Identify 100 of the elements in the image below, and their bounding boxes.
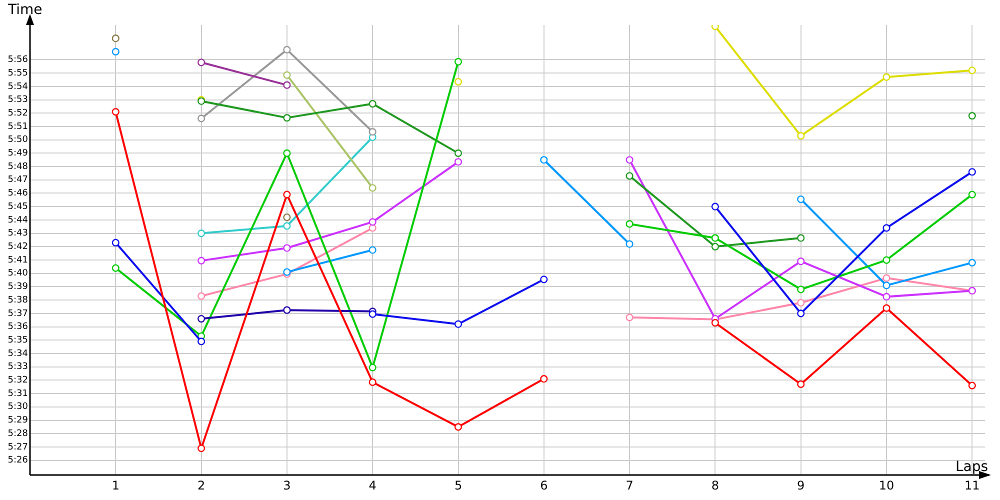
- point: [968, 382, 976, 390]
- y-tick-label: 5:27: [8, 442, 28, 452]
- point: [198, 114, 206, 122]
- x-tick-label: 7: [626, 478, 634, 492]
- point: [368, 100, 376, 108]
- x-tick-label: 11: [964, 478, 980, 492]
- point: [454, 423, 462, 431]
- y-axis-title: Time: [7, 2, 42, 18]
- point: [283, 244, 291, 252]
- y-tick-label: 5:55: [8, 68, 28, 78]
- point: [797, 380, 805, 388]
- point: [454, 158, 462, 166]
- point: [454, 320, 462, 328]
- point: [711, 318, 719, 327]
- y-tick-label: 5:34: [8, 348, 28, 359]
- y-tick-label: 5:47: [8, 175, 28, 186]
- point: [112, 48, 120, 56]
- point: [540, 276, 548, 284]
- point: [797, 234, 805, 242]
- point: [797, 298, 805, 307]
- y-tick-label: 5:38: [8, 295, 28, 306]
- point: [797, 310, 805, 318]
- y-tick-label: 5:50: [8, 135, 28, 146]
- point: [283, 46, 291, 54]
- y-tick-label: 5:52: [8, 108, 28, 118]
- y-tick-label: 5:37: [8, 308, 28, 319]
- point: [283, 190, 291, 198]
- x-tick-label: 5: [454, 478, 462, 492]
- y-tick-label: 5:41: [8, 255, 28, 266]
- x-tick-label: 9: [797, 478, 805, 492]
- point: [626, 172, 634, 180]
- x-tick-label: 8: [711, 478, 720, 492]
- y-tick-label: 5:53: [8, 95, 28, 106]
- x-tick-label: 2: [197, 478, 206, 492]
- point: [198, 230, 206, 238]
- y-tick-label: 5:54: [8, 82, 28, 92]
- point: [882, 292, 890, 301]
- y-tick-label: 5:46: [8, 188, 28, 199]
- point: [968, 112, 976, 120]
- point: [882, 304, 890, 312]
- point: [968, 258, 976, 266]
- point: [368, 128, 376, 136]
- point: [797, 286, 805, 294]
- point: [368, 246, 376, 254]
- point: [797, 258, 805, 266]
- point: [283, 213, 291, 222]
- point: [882, 73, 890, 81]
- point: [112, 264, 120, 272]
- y-tick-label: 5:28: [8, 428, 28, 439]
- point: [283, 306, 291, 314]
- point: [626, 220, 634, 228]
- point: [968, 168, 976, 176]
- x-tick-label: 10: [878, 478, 894, 492]
- x-tick-label: 4: [368, 478, 376, 492]
- point: [540, 375, 548, 383]
- point: [368, 218, 376, 226]
- point: [198, 314, 206, 323]
- point: [882, 256, 890, 264]
- point: [540, 156, 548, 164]
- point: [198, 444, 206, 452]
- y-tick-label: 5:48: [8, 162, 28, 172]
- point: [112, 238, 120, 246]
- point: [283, 149, 291, 157]
- point: [454, 78, 462, 86]
- point: [797, 195, 805, 204]
- point: [198, 292, 206, 300]
- y-tick-label: 5:51: [8, 122, 28, 132]
- point: [283, 71, 291, 79]
- point: [283, 222, 291, 230]
- point: [711, 202, 719, 210]
- y-tick-label: 5:42: [8, 242, 28, 252]
- y-tick-label: 5:33: [8, 362, 28, 372]
- y-tick-label: 5:44: [8, 215, 28, 226]
- point: [711, 234, 719, 242]
- point: [882, 224, 890, 232]
- point: [283, 114, 291, 122]
- point: [283, 81, 291, 89]
- y-tick-label: 5:30: [8, 402, 28, 412]
- y-tick-label: 5:26: [8, 456, 28, 466]
- point: [711, 242, 719, 250]
- point: [797, 132, 805, 140]
- y-tick-label: 5:32: [8, 376, 28, 386]
- y-tick-label: 5:39: [8, 282, 28, 292]
- point: [198, 338, 206, 346]
- point: [882, 274, 890, 282]
- x-axis-title: Laps: [955, 459, 988, 475]
- y-tick-label: 5:35: [8, 335, 28, 346]
- point: [112, 108, 120, 116]
- point: [626, 240, 634, 248]
- point: [112, 34, 120, 42]
- y-tick-label: 5:31: [8, 388, 28, 399]
- point: [968, 190, 976, 198]
- point: [626, 314, 634, 322]
- y-tick-label: 5:43: [8, 228, 28, 239]
- point: [368, 184, 376, 192]
- point: [454, 149, 462, 157]
- point: [368, 378, 376, 386]
- x-tick-label: 3: [283, 478, 291, 492]
- point: [626, 156, 634, 164]
- point: [198, 58, 206, 66]
